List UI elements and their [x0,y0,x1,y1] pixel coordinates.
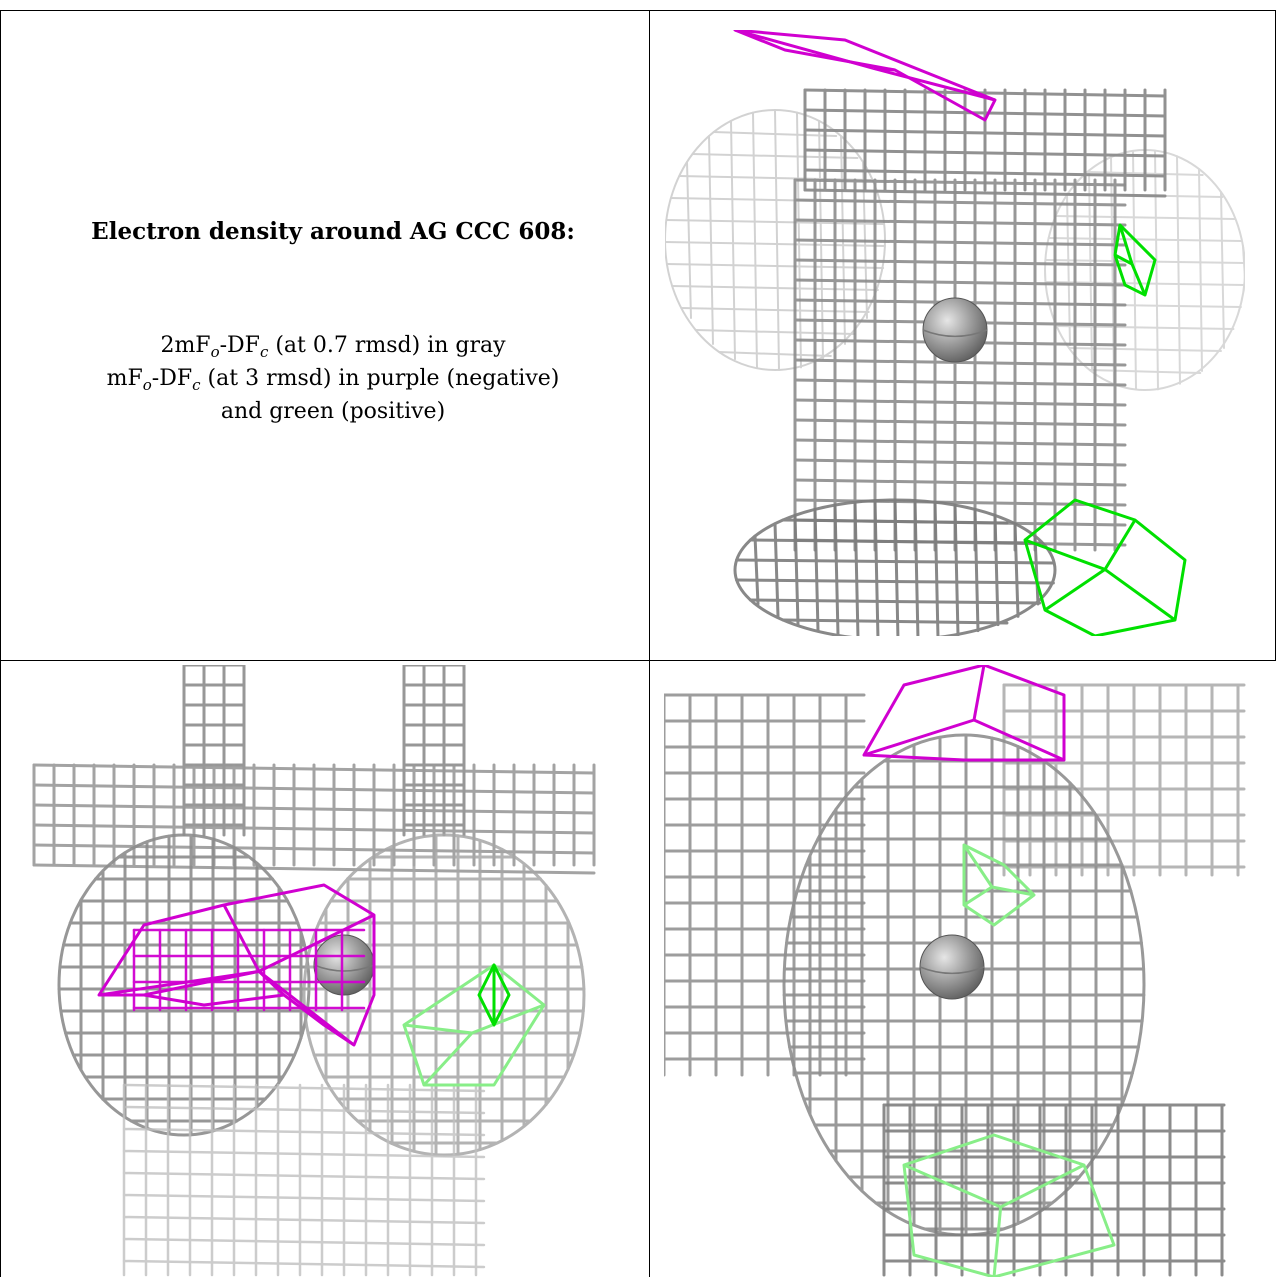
mesh-top-band [803,88,1167,198]
mesh-crossbar [32,763,596,875]
mesh-left-block [664,693,866,1077]
purple-cage-top [862,665,1066,762]
legend-purple-line: mFo-DFc (at 3 rmsd) in purple (negative) [106,366,560,394]
density-view-bottom-right [664,665,1264,1277]
green-cage-small [1113,223,1157,297]
green-cage-faint-top [962,843,1036,927]
mesh-lower-block [882,1103,1226,1277]
mesh-canvas-bottom-right [664,665,1246,1277]
top-border [0,10,1276,11]
left-border [0,10,1,1277]
legend-gray-line: 2mFo-DFc (at 0.7 rmsd) in gray [160,333,506,361]
mesh-main-column [793,178,1127,552]
center-vertical-rule [649,10,650,1277]
metal-ion-sphere [313,934,375,996]
center-horizontal-rule [0,660,1276,661]
legend-green-line: and green (positive) [220,399,446,424]
green-cage-faint [402,963,546,1087]
caption-panel: Electron density around AG CCC 608: 2mFo… [20,10,646,660]
metal-ion-sphere [922,297,988,363]
density-view-bottom-left [24,665,624,1277]
metal-ion-sphere [919,934,985,1000]
density-view-top-right [665,30,1245,636]
mesh-bottom-lobe [733,498,1057,636]
green-cage-large [1023,498,1187,636]
green-cage-diamond [477,963,511,1027]
purple-cage-top [733,30,997,122]
mesh-canvas-bottom-left [32,665,596,1277]
caption-title: Electron density around AG CCC 608: [91,218,575,245]
mesh-lower-body [122,1083,486,1277]
caption-legend: 2mFo-DFc (at 0.7 rmsd) in gray mFo-DFc (… [20,330,646,428]
mesh-left-lobe [665,109,886,371]
mesh-canvas-top-right [665,30,1245,636]
purple-mesh-fill [132,928,366,1012]
metal-ion-sphere-band [919,966,985,975]
green-cage-faint-bottom [902,1133,1116,1277]
metal-ion-sphere-band [922,329,988,338]
metal-ion-sphere-band [313,964,375,972]
mesh-right-block [1002,683,1246,877]
